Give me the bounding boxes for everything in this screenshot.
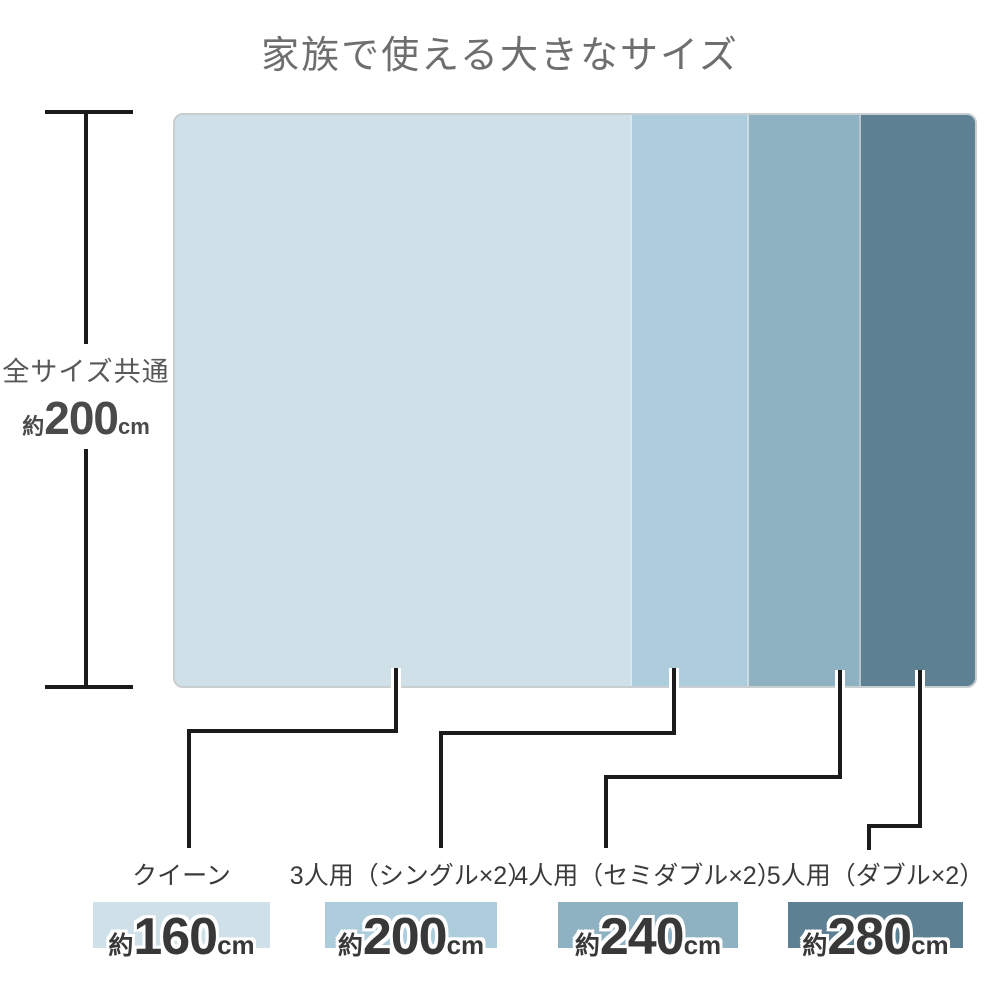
size-label-3people: 3人用（シングル×2） 約 200 cm [290,858,532,963]
size-width-badge: 約 280 cm [788,902,963,963]
width-approx: 約 [802,932,828,960]
size-label-4people: 4人用（セミダブル×2） 約 240 cm [514,858,781,963]
width-value: 160 [133,908,218,966]
leader-line-queen [187,668,398,848]
width-value: 200 [362,908,448,966]
leader-casing-5people [864,670,925,850]
size-band-4people [747,115,859,686]
mattress-size-diagram [173,113,977,688]
leader-casing-queen [184,668,401,848]
size-width-badge: 約 240 cm [558,902,738,963]
height-measure-label: 全サイズ共通 約200cm [0,344,172,449]
page-title: 家族で使える大きなサイズ [261,35,739,77]
width-approx: 約 [108,932,134,960]
size-label-5people: 5人用（ダブル×2） 約 280 cm [767,858,984,963]
height-approx: 約 [22,414,45,439]
size-name-wrap: 4人用（セミダブル×2） [514,858,781,890]
leader-casing-3people [436,668,679,848]
width-unit: cm [217,930,255,960]
size-label-queen: クイーン 約 160 cm [93,858,270,963]
width-value: 240 [599,908,685,966]
size-band-3people [630,115,747,686]
size-band-5people [859,115,975,686]
height-measure-cap-bottom [45,685,133,689]
size-name: クイーン [132,862,231,890]
leader-casing-4people [601,670,845,848]
size-name: 5人用（ダブル×2） [766,862,985,890]
size-name: 4人用（セミダブル×2） [514,862,782,890]
width-unit: cm [911,930,949,960]
size-name-wrap: 3人用（シングル×2） [290,858,532,890]
height-measure-cap-top [45,110,133,114]
height-unit: cm [117,414,150,439]
width-approx: 約 [574,932,600,960]
width-value: 280 [827,908,912,966]
leader-line-4people [604,670,842,848]
height-common-label: 全サイズ共通 [2,357,170,387]
leader-line-3people [439,668,676,848]
width-approx: 約 [337,932,363,960]
size-name-wrap: 5人用（ダブル×2） [767,858,984,890]
width-unit: cm [683,930,722,960]
size-width-badge: 約 160 cm [93,902,270,963]
height-value: 200 [44,392,119,444]
size-width-badge: 約 200 cm [325,902,497,963]
height-value-label: 約200cm [0,391,172,445]
size-band-queen [175,115,630,686]
size-name-wrap: クイーン [93,858,270,890]
leader-line-5people [867,670,922,850]
width-unit: cm [446,930,485,960]
size-name: 3人用（シングル×2） [289,862,533,890]
